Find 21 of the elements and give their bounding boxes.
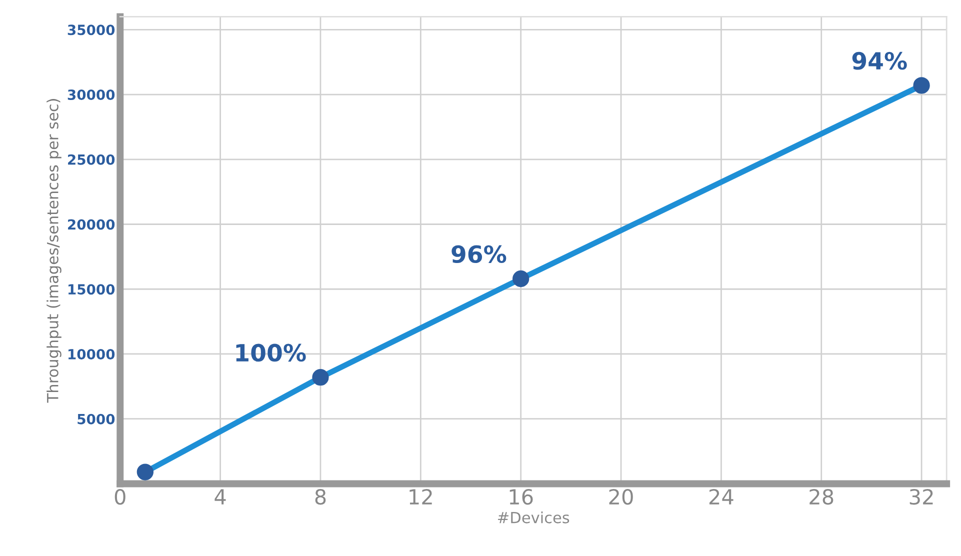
x-tick-label: 16 <box>510 488 533 505</box>
y-tick-label: 30000 <box>68 89 115 100</box>
x-tick-label: 12 <box>410 488 432 504</box>
x-tick-label: 32 <box>910 488 933 505</box>
annotation: 96% <box>452 245 506 264</box>
y-tick-label: 25000 <box>68 154 115 165</box>
y-tick-label: 5000 <box>78 414 115 424</box>
x-tick-label: 4 <box>214 489 226 504</box>
y-tick-label: 15000 <box>68 284 115 295</box>
y-axis-title: Throughput (images/sentences per sec) <box>46 99 62 403</box>
x-tick-label: 20 <box>609 488 633 505</box>
x-tick-label: 24 <box>709 488 734 504</box>
x-tick-label: 28 <box>810 488 834 505</box>
y-tick-label: 35000 <box>68 24 115 36</box>
x-axis-title: #Devices <box>498 512 570 524</box>
x-tick-label: 0 <box>114 488 126 505</box>
annotation: 94% <box>852 52 907 70</box>
y-tick-label: 10000 <box>68 348 115 360</box>
annotation: 100% <box>236 344 306 362</box>
x-tick-label: 8 <box>315 488 326 505</box>
y-tick-label: 20000 <box>68 219 115 230</box>
